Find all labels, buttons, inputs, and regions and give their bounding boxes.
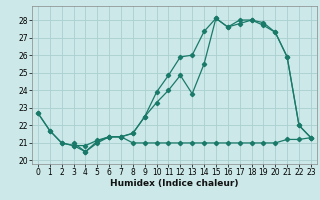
X-axis label: Humidex (Indice chaleur): Humidex (Indice chaleur) bbox=[110, 179, 239, 188]
